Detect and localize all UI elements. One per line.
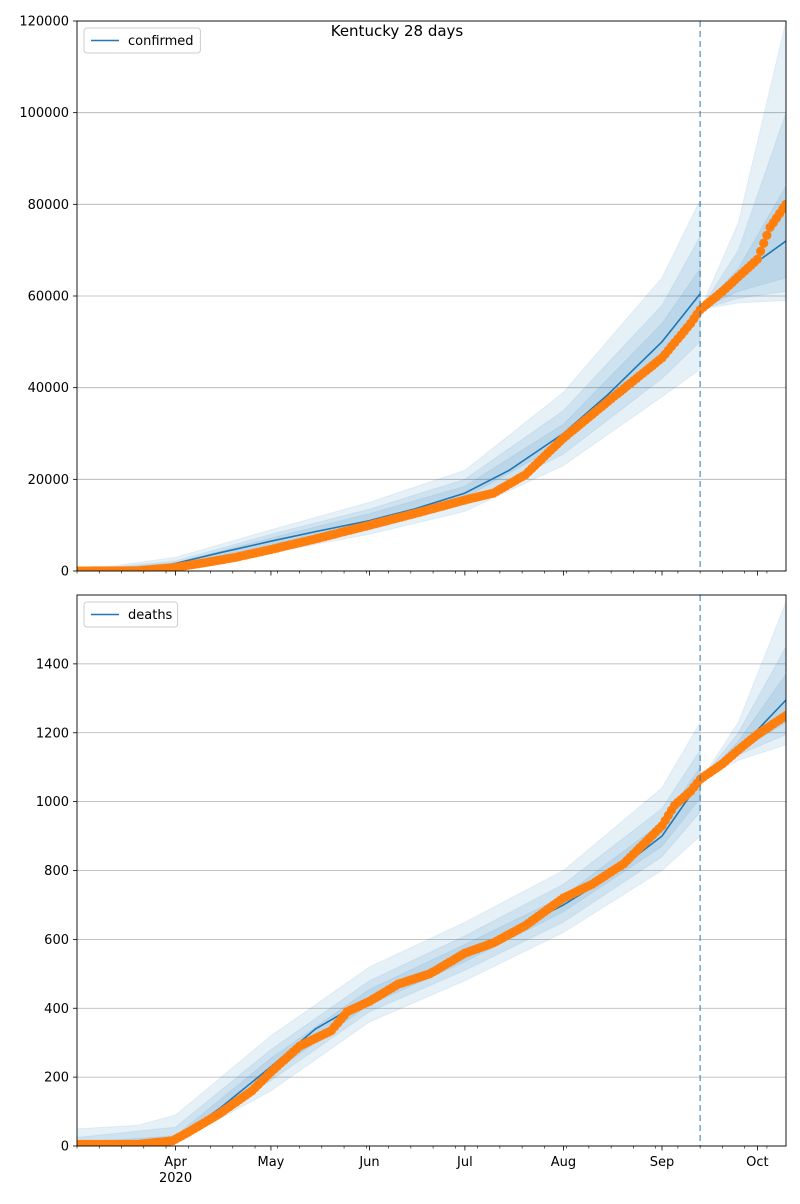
chart-title: Kentucky 28 days xyxy=(331,22,464,40)
x-tick-sublabel: 2020 xyxy=(159,1171,192,1186)
legend-box xyxy=(83,27,201,54)
observed-point xyxy=(759,238,769,248)
x-tick-label: Sep xyxy=(650,1155,675,1170)
y-tick-label: 40000 xyxy=(28,381,69,396)
y-tick-label: 800 xyxy=(44,864,69,879)
y-tick-label: 60000 xyxy=(28,290,69,305)
x-tick-label: Aug xyxy=(551,1155,576,1170)
x-tick-label: Oct xyxy=(746,1155,768,1170)
uncertainty-band xyxy=(77,765,701,1146)
y-tick-label: 20000 xyxy=(28,473,69,488)
x-tick-label: Jun xyxy=(358,1155,379,1170)
axes-frame xyxy=(76,594,787,1147)
legend-label: confirmed xyxy=(128,34,194,49)
legend-box xyxy=(83,601,179,628)
observed-point xyxy=(781,710,786,721)
y-tick-label: 0 xyxy=(61,565,69,580)
plot-area xyxy=(77,601,786,1146)
y-tick-label: 120000 xyxy=(19,15,69,30)
uncertainty-band xyxy=(77,748,701,1146)
observed-point xyxy=(752,254,763,264)
observed-point xyxy=(781,199,786,209)
uncertainty-band xyxy=(699,112,786,311)
y-tick-label: 80000 xyxy=(28,198,69,213)
x-tick-label: May xyxy=(257,1155,284,1170)
axes-frame xyxy=(76,20,787,572)
uncertainty-band xyxy=(77,720,701,1146)
plot-area xyxy=(77,21,786,571)
uncertainty-band xyxy=(699,185,786,311)
confirmed-panel: 0 20000 40000 60000 80000 100000 120000 confirm… xyxy=(19,15,787,580)
uncertainty-band xyxy=(699,601,786,782)
observed-point xyxy=(762,230,772,240)
y-tick-label: 400 xyxy=(44,1002,69,1017)
legend-label: deaths xyxy=(128,608,173,623)
x-tick-label: Jul xyxy=(456,1155,473,1170)
y-tick-label: 100000 xyxy=(19,106,69,121)
y-tick-label: 600 xyxy=(44,933,69,948)
y-tick-label: 1200 xyxy=(36,726,69,741)
y-tick-label: 1000 xyxy=(36,795,69,810)
y-tick-label: 1400 xyxy=(36,657,69,672)
y-tick-label: 200 xyxy=(44,1071,69,1086)
observed-point xyxy=(756,246,766,256)
x-tick-label: Apr xyxy=(164,1155,187,1170)
y-tick-label: 0 xyxy=(61,1140,69,1155)
